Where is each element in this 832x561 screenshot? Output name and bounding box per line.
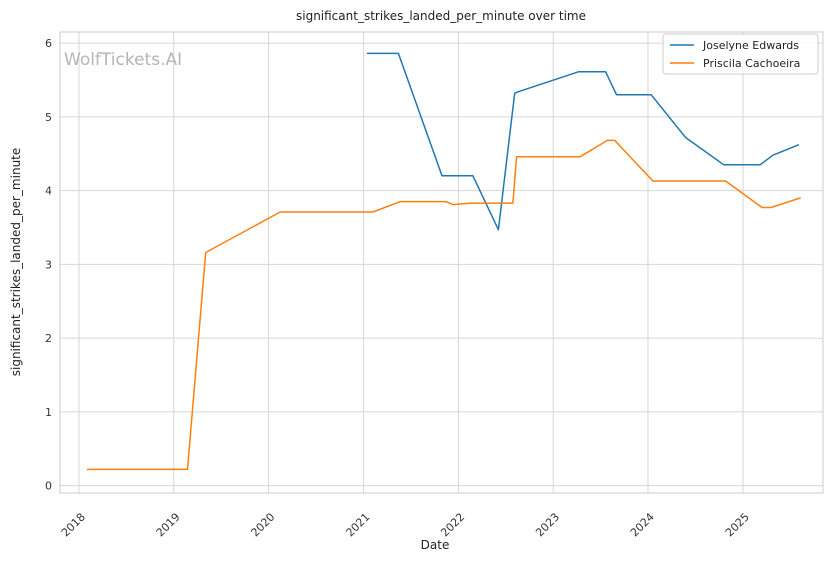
- y-axis-label: significant_strikes_landed_per_minute: [9, 148, 23, 377]
- series-line-joselyne-edwards: [366, 52, 800, 231]
- y-tick-label: 1: [45, 406, 52, 419]
- series-layer: [86, 52, 801, 471]
- y-tick-label: 3: [45, 258, 52, 271]
- x-tick-label: 2021: [344, 510, 373, 539]
- y-tick-label: 2: [45, 332, 52, 345]
- y-tick-label: 4: [45, 185, 52, 198]
- plot-area: [59, 31, 824, 494]
- y-tick-label: 6: [45, 37, 52, 50]
- legend: Joselyne Edwards Priscila Cachoeira: [662, 33, 819, 75]
- legend-label-priscila-cachoeira: Priscila Cachoeira: [703, 57, 800, 70]
- grid: [60, 32, 823, 493]
- x-tick-label: 2022: [438, 510, 467, 539]
- x-tick-label: 2019: [154, 510, 183, 539]
- y-tick-label: 5: [45, 111, 52, 124]
- ticks: 0 1 2 3 4 5 6 2018 2019 2020 2021 2022 2023 2024 2025: [45, 37, 752, 539]
- watermark: WolfTickets.AI: [64, 50, 182, 70]
- legend-box: [662, 33, 819, 75]
- series-line-priscila-cachoeira: [86, 139, 801, 471]
- x-tick-label: 2025: [723, 510, 752, 539]
- chart-title: significant_strikes_landed_per_minute ov…: [296, 9, 586, 23]
- x-tick-label: 2023: [533, 510, 562, 539]
- x-axis-label: Date: [421, 538, 450, 552]
- legend-label-joselyne-edwards: Joselyne Edwards: [702, 39, 799, 52]
- x-tick-label: 2020: [248, 510, 277, 539]
- x-tick-label: 2018: [59, 510, 88, 539]
- x-tick-label: 2024: [628, 510, 657, 539]
- y-tick-label: 0: [45, 480, 52, 493]
